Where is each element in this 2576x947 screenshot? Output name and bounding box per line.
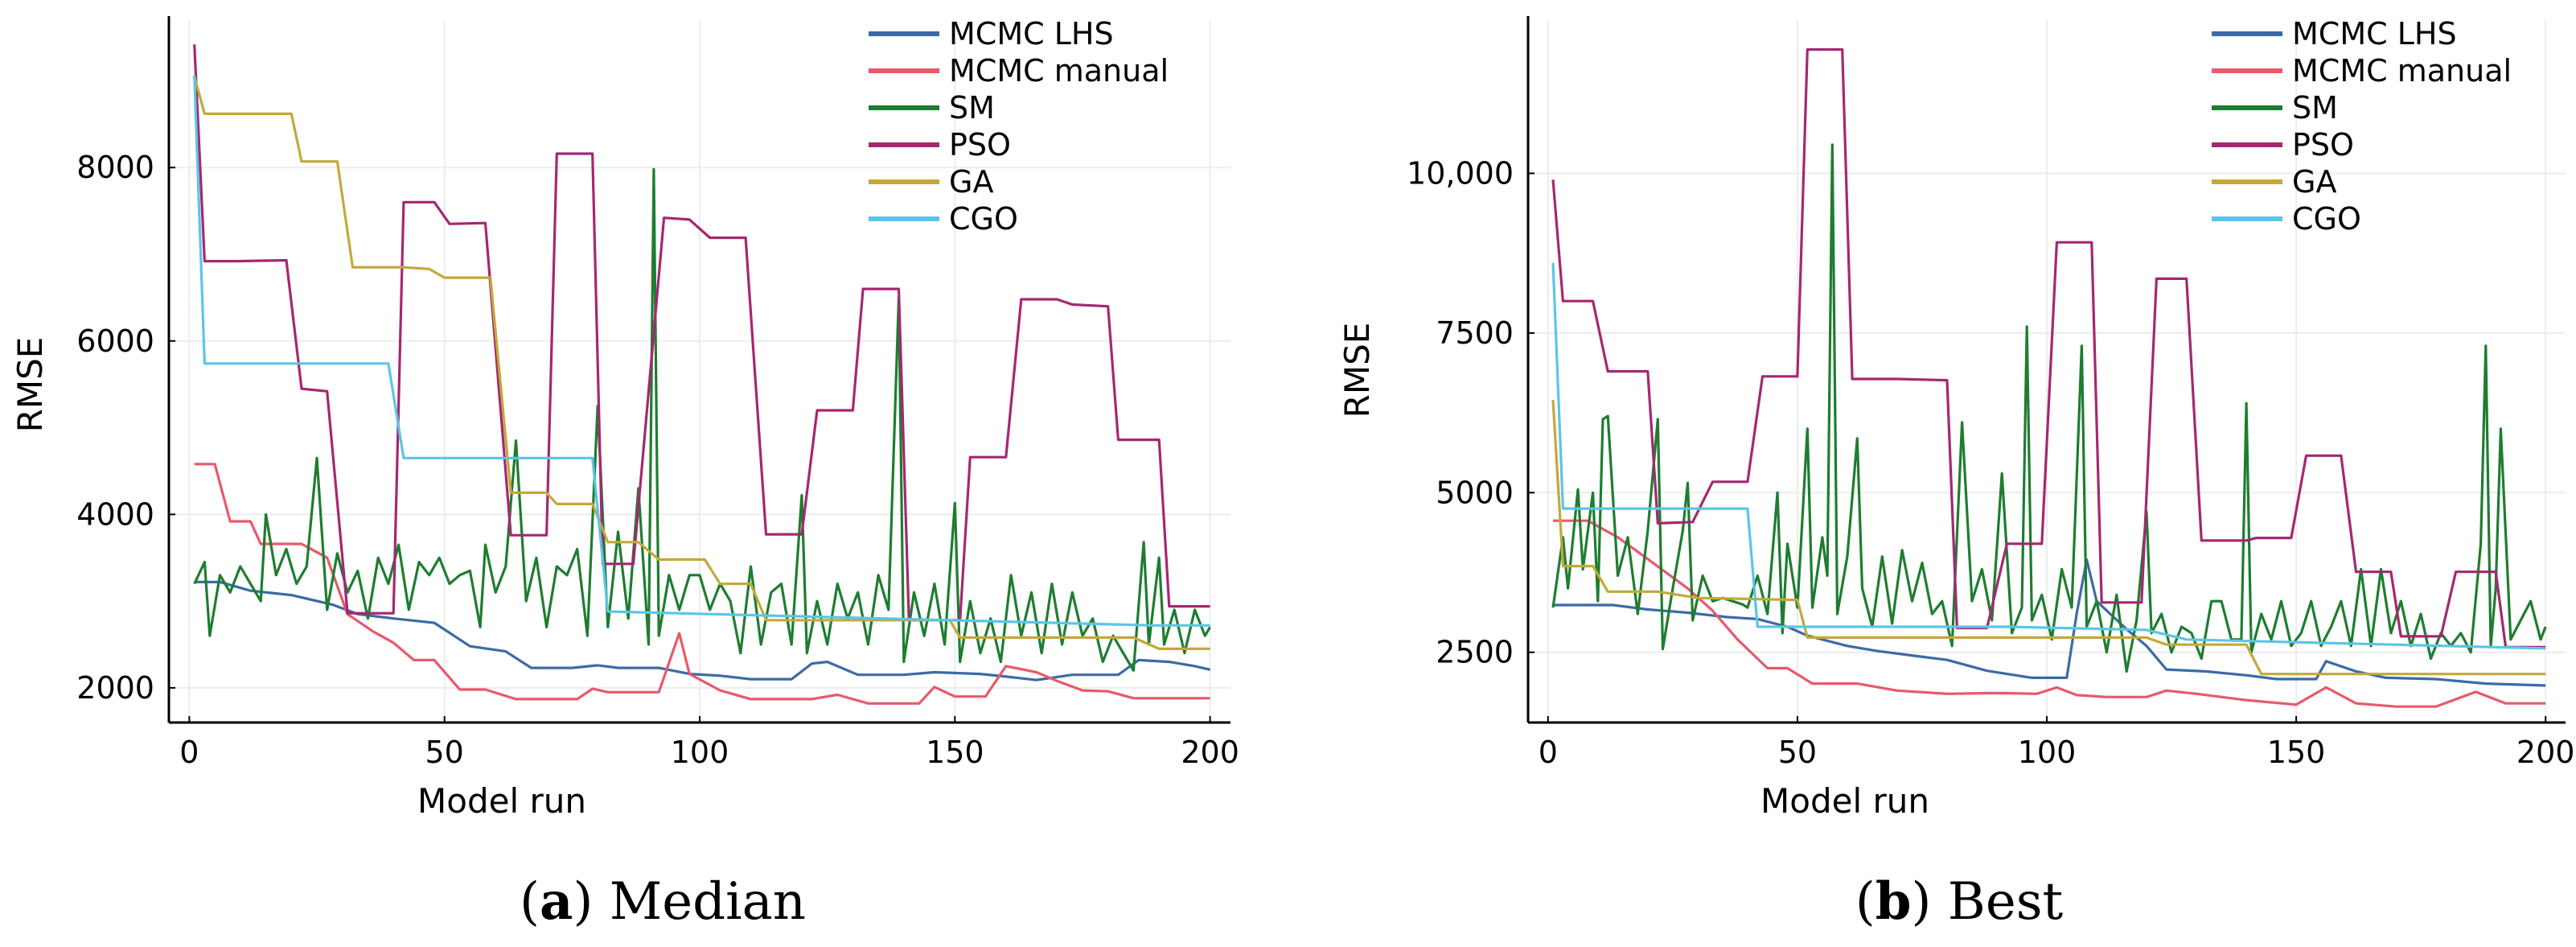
caption-b-text: Best bbox=[1931, 872, 2063, 932]
x-tick-label: 0 bbox=[1539, 735, 1558, 770]
caption-b: (b) Best bbox=[1855, 871, 2064, 932]
y-tick-label: 2500 bbox=[1436, 635, 1514, 670]
chart-panel-median: 0 50 100 150 200 2000 4000 6000 8000 Model run R… bbox=[10, 16, 1239, 821]
grid bbox=[1528, 20, 2566, 723]
caption-a: (a) Median bbox=[520, 871, 806, 932]
legend-label-pso: PSO bbox=[2292, 127, 2354, 163]
legend-label-ga: GA bbox=[2292, 164, 2336, 200]
tick-labels: 0 50 100 150 200 2000 4000 6000 8000 bbox=[76, 150, 1239, 770]
caption-a-label: a bbox=[540, 871, 573, 932]
tick-labels: 0 50 100 150 200 2500 5000 7500 10,000 bbox=[1407, 155, 2574, 770]
caption-a-text: Median bbox=[593, 872, 806, 932]
series-line-cgo bbox=[1551, 262, 2546, 650]
axes bbox=[1526, 16, 2566, 724]
x-tick-label: 50 bbox=[1778, 735, 1817, 770]
x-tick-label: 100 bbox=[671, 735, 729, 770]
series-line-ga bbox=[1551, 400, 2546, 676]
legend-label-pso: PSO bbox=[949, 127, 1011, 163]
legend-label-ga: GA bbox=[949, 164, 993, 200]
y-tick-label: 10,000 bbox=[1407, 155, 1514, 191]
y-tick-label: 2000 bbox=[76, 670, 154, 706]
series-line-sm bbox=[1551, 143, 2547, 673]
series-line-sm bbox=[193, 167, 1211, 672]
x-tick-label: 100 bbox=[2018, 735, 2077, 770]
y-tick-label: 4000 bbox=[76, 496, 154, 532]
x-axis-label: Model run bbox=[1760, 781, 1929, 821]
series-line-pso bbox=[193, 44, 1210, 622]
legend-label-sm: SM bbox=[949, 90, 995, 126]
x-tick-label: 50 bbox=[425, 735, 464, 770]
x-tick-label: 150 bbox=[926, 735, 984, 770]
x-tick-label: 150 bbox=[2267, 735, 2326, 770]
legend-label-mcmc-manual: MCMC manual bbox=[2292, 53, 2512, 89]
legend-label-sm: SM bbox=[2292, 90, 2338, 126]
series-line-cgo bbox=[193, 75, 1210, 627]
series-layer bbox=[1551, 47, 2547, 708]
caption-b-label: b bbox=[1876, 871, 1912, 932]
y-axis-label: RMSE bbox=[1337, 323, 1377, 418]
y-tick-label: 6000 bbox=[76, 323, 154, 359]
x-tick-label: 0 bbox=[179, 735, 199, 770]
legend-label-mcmc-manual: MCMC manual bbox=[949, 53, 1169, 89]
y-tick-label: 7500 bbox=[1436, 315, 1514, 351]
x-tick-label: 200 bbox=[1181, 735, 1239, 770]
y-tick-label: 5000 bbox=[1436, 475, 1514, 510]
series-line-mcmc-manual bbox=[194, 463, 1210, 705]
axes bbox=[167, 16, 1230, 724]
series-line-mcmc-manual bbox=[1553, 519, 2546, 708]
chart-panel-best: 0 50 100 150 200 2500 5000 7500 10,000 Model run… bbox=[1337, 16, 2574, 821]
legend-label-mcmc-lhs: MCMC LHS bbox=[949, 16, 1114, 51]
grid bbox=[169, 20, 1230, 723]
x-axis-label: Model run bbox=[417, 781, 586, 821]
series-line-pso bbox=[1551, 47, 2546, 648]
legend-label-cgo: CGO bbox=[2292, 201, 2361, 237]
y-axis-label: RMSE bbox=[10, 337, 50, 433]
legend-label-mcmc-lhs: MCMC LHS bbox=[2292, 16, 2457, 51]
y-tick-label: 8000 bbox=[76, 150, 154, 185]
legend-label-cgo: CGO bbox=[949, 201, 1018, 237]
x-tick-label: 200 bbox=[2516, 735, 2575, 770]
series-layer bbox=[193, 44, 1211, 705]
